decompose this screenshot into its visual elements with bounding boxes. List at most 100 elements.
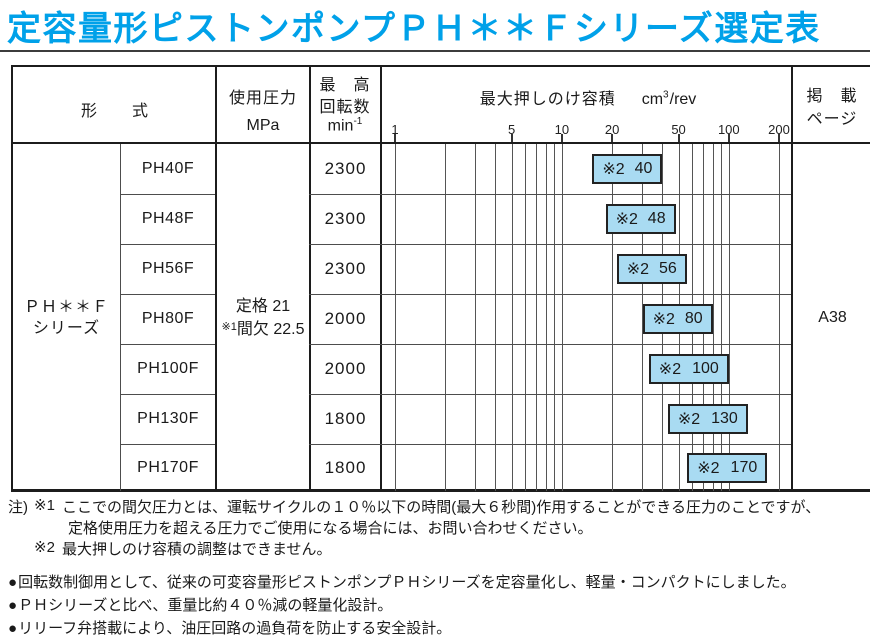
row-divider-speed <box>309 344 380 345</box>
header-pressure: 使用圧力 <box>228 90 298 107</box>
displacement-box-PH56F: ※2 56 <box>616 254 687 284</box>
box-note-ref: ※2 <box>626 261 650 278</box>
header-pressure-unit: MPa <box>246 117 280 134</box>
box-note-ref: ※2 <box>652 311 675 328</box>
box-displacement-value: 48 <box>647 210 666 227</box>
axis-label-100: 100 <box>717 122 740 137</box>
note1-line2: 定格使用圧力を超える圧力でご使用になる場合には、お問い合わせください。 <box>68 520 593 537</box>
bullet-icon: ● <box>8 620 18 637</box>
chart-gridline-100 <box>728 144 730 491</box>
row-divider-chart <box>380 194 791 195</box>
displacement-box-PH80F: ※2 80 <box>642 304 713 334</box>
chart-gridline-1 <box>395 144 396 491</box>
feature-bullet-2: ●ＰＨシリーズと比べ、重量比約４０％減の軽量化設計。 <box>8 597 393 614</box>
model-cell: PH130F <box>137 410 199 427</box>
box-note-ref: ※2 <box>677 411 701 428</box>
box-displacement-value: 56 <box>658 260 677 277</box>
row-divider-model <box>120 194 215 195</box>
model-cell: PH170F <box>137 458 199 476</box>
header-speed-unit: min-1 <box>328 116 363 135</box>
chart-gridline-200 <box>779 144 781 491</box>
chart-gridline-10 <box>561 144 563 491</box>
axis-label-5: 5 <box>508 122 516 137</box>
header-model: 形 式 <box>80 103 150 120</box>
page-ref-cell: A38 <box>793 144 870 491</box>
chart-gridline-80 <box>712 144 714 491</box>
displacement-chart: 1 5 10 20 50 100 200 PH40F 2300 ※2 40 PH48F 2300 ※2 48… <box>13 67 870 494</box>
box-displacement-value: 80 <box>684 310 703 327</box>
row-divider-model <box>120 344 215 345</box>
model-cell: PH40F <box>141 160 195 177</box>
displacement-box-PH170F: ※2 170 <box>687 452 768 483</box>
speed-cell: 2000 <box>324 359 367 378</box>
row-divider-chart <box>380 294 791 295</box>
displacement-unit-exponent: 3 <box>663 89 670 101</box>
chart-gridline-3 <box>474 144 476 491</box>
axis-tick-100 <box>727 134 730 142</box>
header-displacement: 最大押しのけ容積 cm3/rev <box>480 85 697 109</box>
row-divider-chart <box>380 344 791 345</box>
row-divider-chart <box>380 394 791 395</box>
axis-label-20: 20 <box>604 122 620 137</box>
chart-gridline-90 <box>721 144 723 491</box>
row-divider-model <box>120 444 215 445</box>
box-note-ref: ※2 <box>658 361 682 378</box>
displacement-box-PH48F: ※2 48 <box>605 204 676 234</box>
axis-label-1: 1 <box>391 122 399 137</box>
note1-line1: ここでの間欠圧力とは、運転サイクルの１０％以下の時間(最大６秒間)作用することが… <box>62 499 821 516</box>
row-divider-model <box>120 244 215 245</box>
speed-unit-exponent: -1 <box>353 116 363 127</box>
row-divider-chart <box>380 244 791 245</box>
note2-ref: ※2 <box>34 539 55 556</box>
page-ref: A38 <box>818 308 847 326</box>
header-page-line1: 掲 載 <box>806 88 858 105</box>
speed-cell: 2000 <box>324 309 367 328</box>
speed-cell: 1800 <box>324 457 367 477</box>
pressure-cell: 定格 21 ※1間欠 22.5 <box>217 144 309 491</box>
column-divider-chart-page <box>791 67 793 491</box>
axis-tick-10 <box>560 134 563 142</box>
displacement-box-PH130F: ※2 130 <box>667 404 748 434</box>
chart-gridline-7 <box>536 144 538 491</box>
row-divider-speed <box>309 444 380 445</box>
header-speed-line2: 回転数 <box>319 99 371 116</box>
speed-cell: 2300 <box>324 159 367 178</box>
row-divider-speed <box>309 194 380 195</box>
displacement-label: 最大押しのけ容積 <box>479 91 616 108</box>
page-title: 定容量形ピストンポンプＰＨ＊＊Ｆシリーズ選定表 <box>7 10 821 48</box>
box-displacement-value: 170 <box>730 458 758 476</box>
chart-gridline-5 <box>511 144 513 491</box>
selection-table: 形 式 使用圧力 MPa 最 高 回転数 min-1 最大押しのけ容積 cm3/r… <box>11 65 870 492</box>
axis-tick-20 <box>611 134 614 142</box>
axis-label-200: 200 <box>768 122 790 137</box>
note2-line1: 最大押しのけ容積の調整はできません。 <box>62 541 332 558</box>
column-divider-speed-chart <box>380 67 382 491</box>
model-cell: PH56F <box>141 260 195 277</box>
feature-bullet-1: ●回転数制御用として、従来の可変容量形ピストンポンプＰＨシリーズを定容量化し、軽… <box>8 574 796 591</box>
series-label: ＰＨ＊＊Ｆ シリーズ <box>13 144 120 491</box>
pressure-intermittent: ※1間欠 22.5 <box>221 320 305 338</box>
model-cell: PH100F <box>137 360 199 377</box>
axis-tick-50 <box>677 134 680 142</box>
bullet-icon: ● <box>8 597 18 614</box>
row-divider-model <box>120 294 215 295</box>
pressure-note-ref: ※1 <box>221 320 237 333</box>
axis-tick-1 <box>394 134 396 142</box>
model-subcolumn-divider <box>120 144 121 491</box>
row-divider-chart <box>380 444 791 445</box>
displacement-box-PH100F: ※2 100 <box>648 354 729 384</box>
chart-gridline-20 <box>612 144 614 491</box>
chart-gridline-2 <box>445 144 447 491</box>
header-page-line2: ページ <box>806 111 858 128</box>
model-cell: PH80F <box>141 310 195 327</box>
axis-label-50: 50 <box>671 122 686 137</box>
speed-cell: 2300 <box>324 259 367 278</box>
displacement-box-PH40F: ※2 40 <box>592 154 663 184</box>
speed-unit-base: min <box>327 117 354 135</box>
speed-cell: 1800 <box>324 409 367 428</box>
title-divider <box>0 50 870 52</box>
speed-cell: 2300 <box>324 209 367 228</box>
row-divider-speed <box>309 294 380 295</box>
pressure-rated: 定格 21 <box>235 297 291 315</box>
